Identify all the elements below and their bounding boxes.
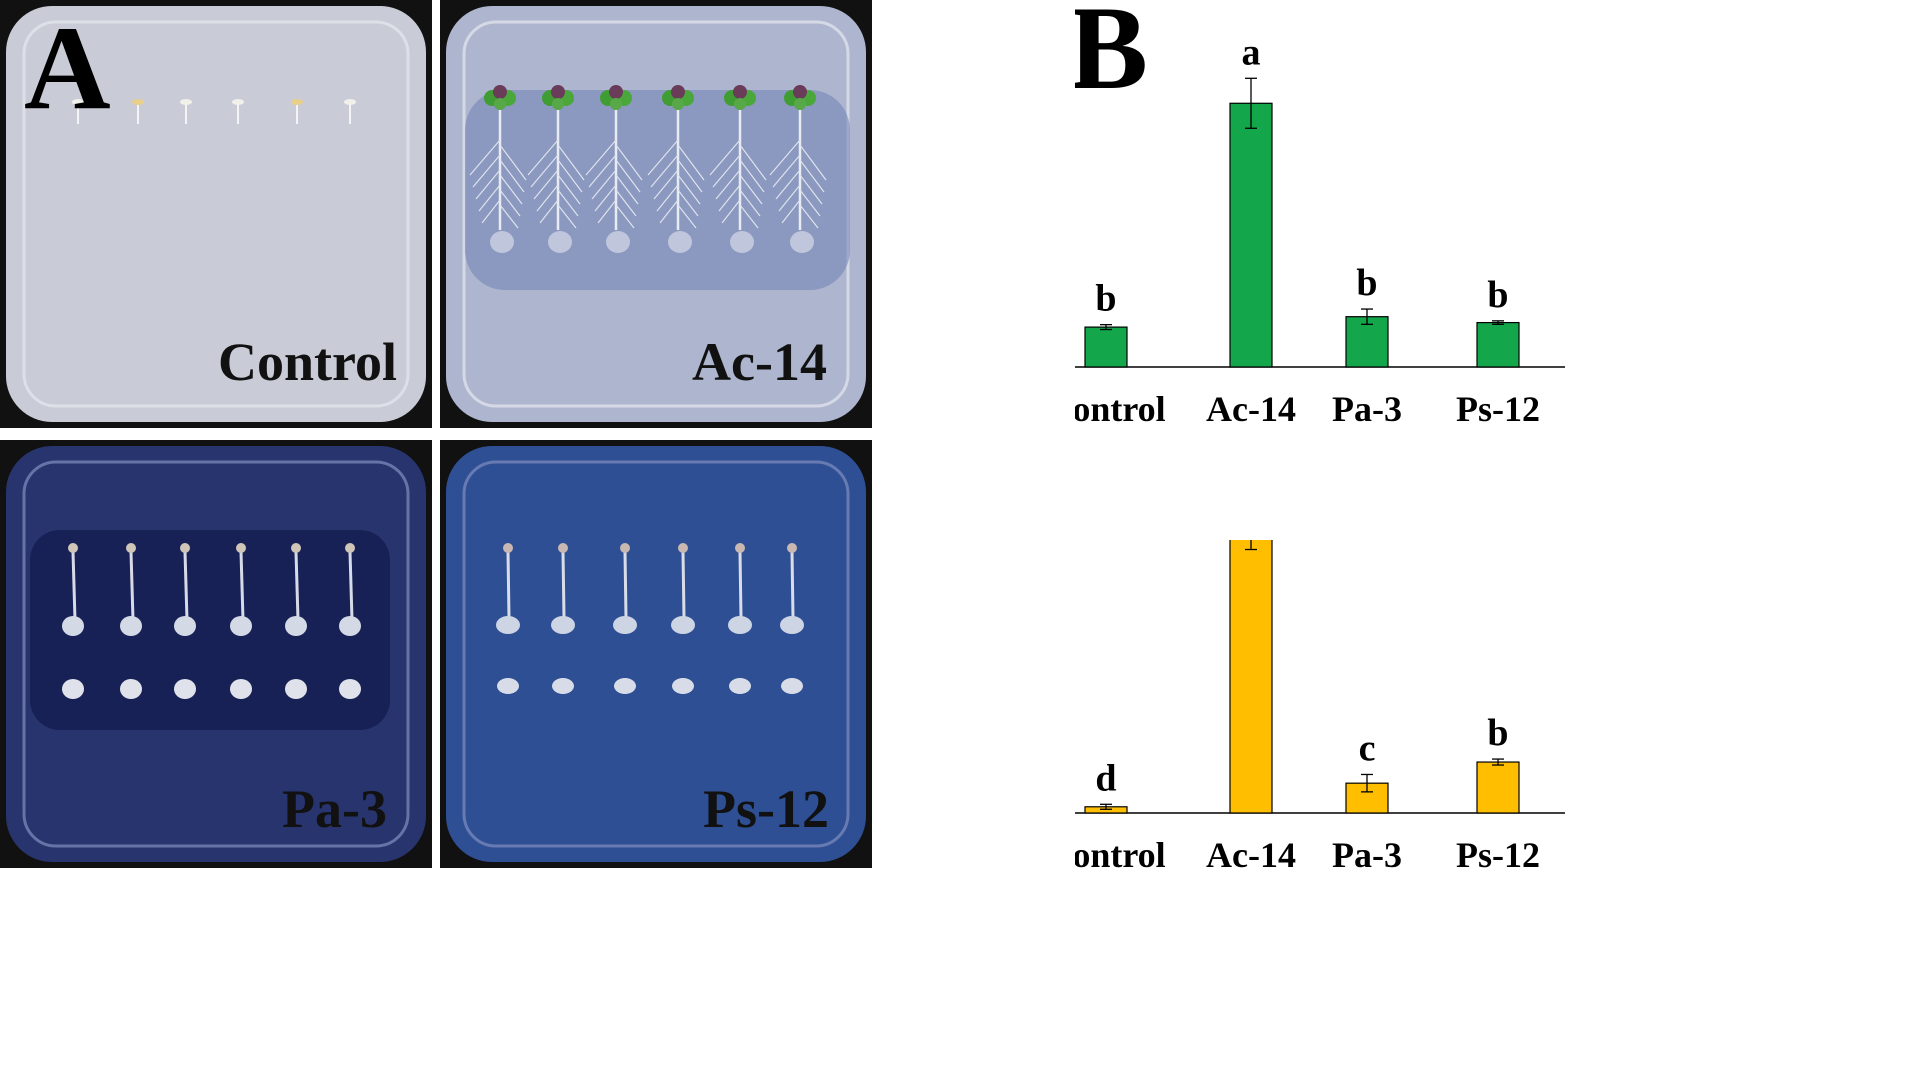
x-tick-label: Pa-3 bbox=[1332, 835, 1402, 875]
seedling bbox=[671, 543, 695, 694]
seedling bbox=[132, 99, 144, 124]
significance-letter: b bbox=[1095, 278, 1116, 320]
plate-ac14 bbox=[440, 0, 872, 428]
seedling bbox=[230, 543, 252, 699]
seedling bbox=[769, 85, 827, 253]
seedling bbox=[527, 85, 585, 253]
plate-rim bbox=[462, 460, 850, 848]
plate-rim bbox=[22, 460, 410, 848]
x-tick-label: Ps-12 bbox=[1456, 835, 1540, 875]
bar-ps-12 bbox=[1476, 321, 1520, 368]
significance-letter: b bbox=[1487, 274, 1508, 316]
plate-label-ps12: Ps-12 bbox=[703, 779, 829, 839]
seedling bbox=[174, 543, 196, 699]
plate-image bbox=[446, 6, 866, 422]
seedling bbox=[120, 543, 142, 699]
seedling bbox=[469, 85, 527, 253]
plate-zone bbox=[30, 530, 390, 730]
x-tick-label: Ac-14 bbox=[1206, 835, 1296, 875]
seedling bbox=[551, 543, 575, 694]
plate-label-ac14: Ac-14 bbox=[692, 332, 827, 392]
plate-dish bbox=[6, 6, 426, 422]
x-tick-label: Pa-3 bbox=[1332, 389, 1402, 429]
bar-ac-14 bbox=[1229, 102, 1273, 368]
x-tick-label: Control bbox=[1075, 389, 1166, 429]
chart-fresh-weight: 0246810Fresh weight (mg)bControlaAc-14bP… bbox=[1075, 0, 1565, 429]
plate-image bbox=[6, 6, 426, 422]
significance-letter: a bbox=[1242, 31, 1261, 73]
significance-letter: d bbox=[1095, 757, 1116, 799]
bar-ps-12 bbox=[1476, 761, 1520, 814]
bar-control bbox=[1084, 326, 1128, 368]
plate-ps12 bbox=[440, 440, 872, 868]
seedling bbox=[72, 99, 84, 124]
seedling bbox=[291, 99, 303, 124]
seedling bbox=[344, 99, 356, 124]
x-tick-label: Ac-14 bbox=[1206, 389, 1296, 429]
seedling bbox=[232, 99, 244, 124]
x-tick-label: Ps-12 bbox=[1456, 389, 1540, 429]
x-tick-label: Control bbox=[1075, 835, 1166, 875]
seedling bbox=[709, 85, 767, 253]
plate-dish bbox=[446, 446, 866, 862]
seedling bbox=[780, 543, 804, 694]
plate-rim bbox=[22, 20, 410, 408]
seedling bbox=[613, 543, 637, 694]
seedling bbox=[496, 543, 520, 694]
seedling bbox=[585, 85, 643, 253]
panel-letter-c: C bbox=[1075, 540, 1147, 562]
seedling bbox=[728, 543, 752, 694]
plate-label-control: Control bbox=[218, 332, 398, 392]
plate-pa3 bbox=[0, 440, 432, 868]
seedling bbox=[180, 99, 192, 124]
significance-letter: b bbox=[1356, 262, 1377, 304]
plate-image bbox=[446, 446, 866, 862]
plate-label-pa3: Pa-3 bbox=[282, 779, 387, 839]
chart-chlorophyll: 00.20.40.60.811.21.4Chlorophyll content(… bbox=[1075, 540, 1565, 875]
significance-letter: c bbox=[1359, 727, 1376, 769]
bar-ac-14 bbox=[1229, 540, 1273, 814]
significance-letter: b bbox=[1487, 712, 1508, 754]
seedling bbox=[62, 543, 84, 699]
seedling bbox=[339, 543, 361, 699]
seedling bbox=[647, 85, 705, 253]
seedling bbox=[285, 543, 307, 699]
panel-letter-b: B bbox=[1075, 0, 1148, 114]
panel-letter-a: A bbox=[24, 1, 111, 134]
plate-control bbox=[0, 0, 432, 428]
plate-image bbox=[6, 446, 426, 862]
